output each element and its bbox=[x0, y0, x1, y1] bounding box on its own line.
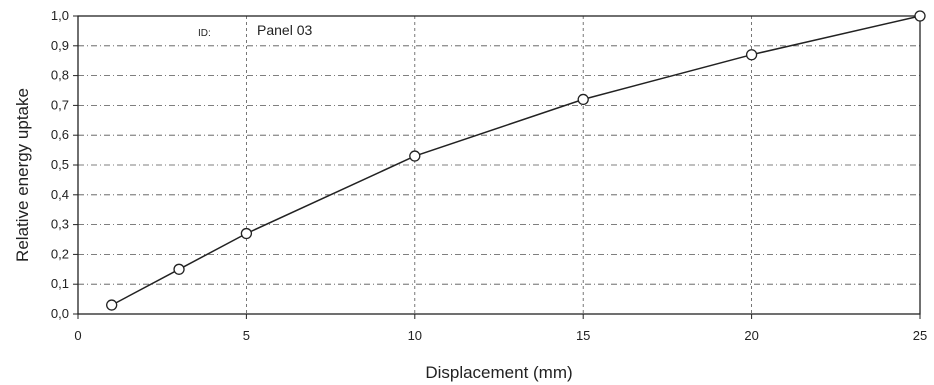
series-group bbox=[106, 10, 926, 311]
x-axis-title: Displacement (mm) bbox=[425, 363, 572, 382]
data-point bbox=[106, 299, 118, 311]
y-tick-label: 1,0 bbox=[51, 8, 69, 23]
y-tick-label: 0,1 bbox=[51, 276, 69, 291]
x-tick-label: 20 bbox=[744, 328, 758, 343]
y-tick-label: 0,3 bbox=[51, 217, 69, 232]
data-point bbox=[914, 10, 926, 22]
y-tick-label: 0,5 bbox=[51, 157, 69, 172]
data-point bbox=[409, 150, 421, 162]
x-tick-label: 0 bbox=[74, 328, 81, 343]
y-tick-label: 0,0 bbox=[51, 306, 69, 321]
y-axis-title: Relative energy uptake bbox=[13, 88, 32, 262]
y-tick-label: 0,2 bbox=[51, 246, 69, 261]
x-tick-label: 15 bbox=[576, 328, 590, 343]
x-axis-ticks: 0 5 10 15 20 25 bbox=[74, 314, 927, 343]
y-tick-label: 0,6 bbox=[51, 127, 69, 142]
data-point bbox=[240, 227, 253, 240]
grid-lines bbox=[78, 16, 920, 314]
data-point bbox=[173, 263, 185, 275]
y-tick-label: 0,4 bbox=[51, 187, 69, 202]
y-tick-label: 0,8 bbox=[51, 68, 69, 83]
x-tick-label: 5 bbox=[243, 328, 250, 343]
data-point bbox=[745, 49, 758, 61]
id-label: ID: bbox=[198, 28, 211, 39]
panel-label: Panel 03 bbox=[257, 22, 312, 38]
x-tick-label: 10 bbox=[408, 328, 422, 343]
y-tick-label: 0,7 bbox=[51, 97, 69, 112]
y-axis-ticks: 0,0 0,1 0,2 0,3 0,4 0,5 0,6 0,7 0,8 0,9 1,0 bbox=[51, 8, 78, 321]
data-point bbox=[577, 93, 589, 106]
x-tick-label: 25 bbox=[913, 328, 927, 343]
y-tick-label: 0,9 bbox=[51, 38, 69, 53]
